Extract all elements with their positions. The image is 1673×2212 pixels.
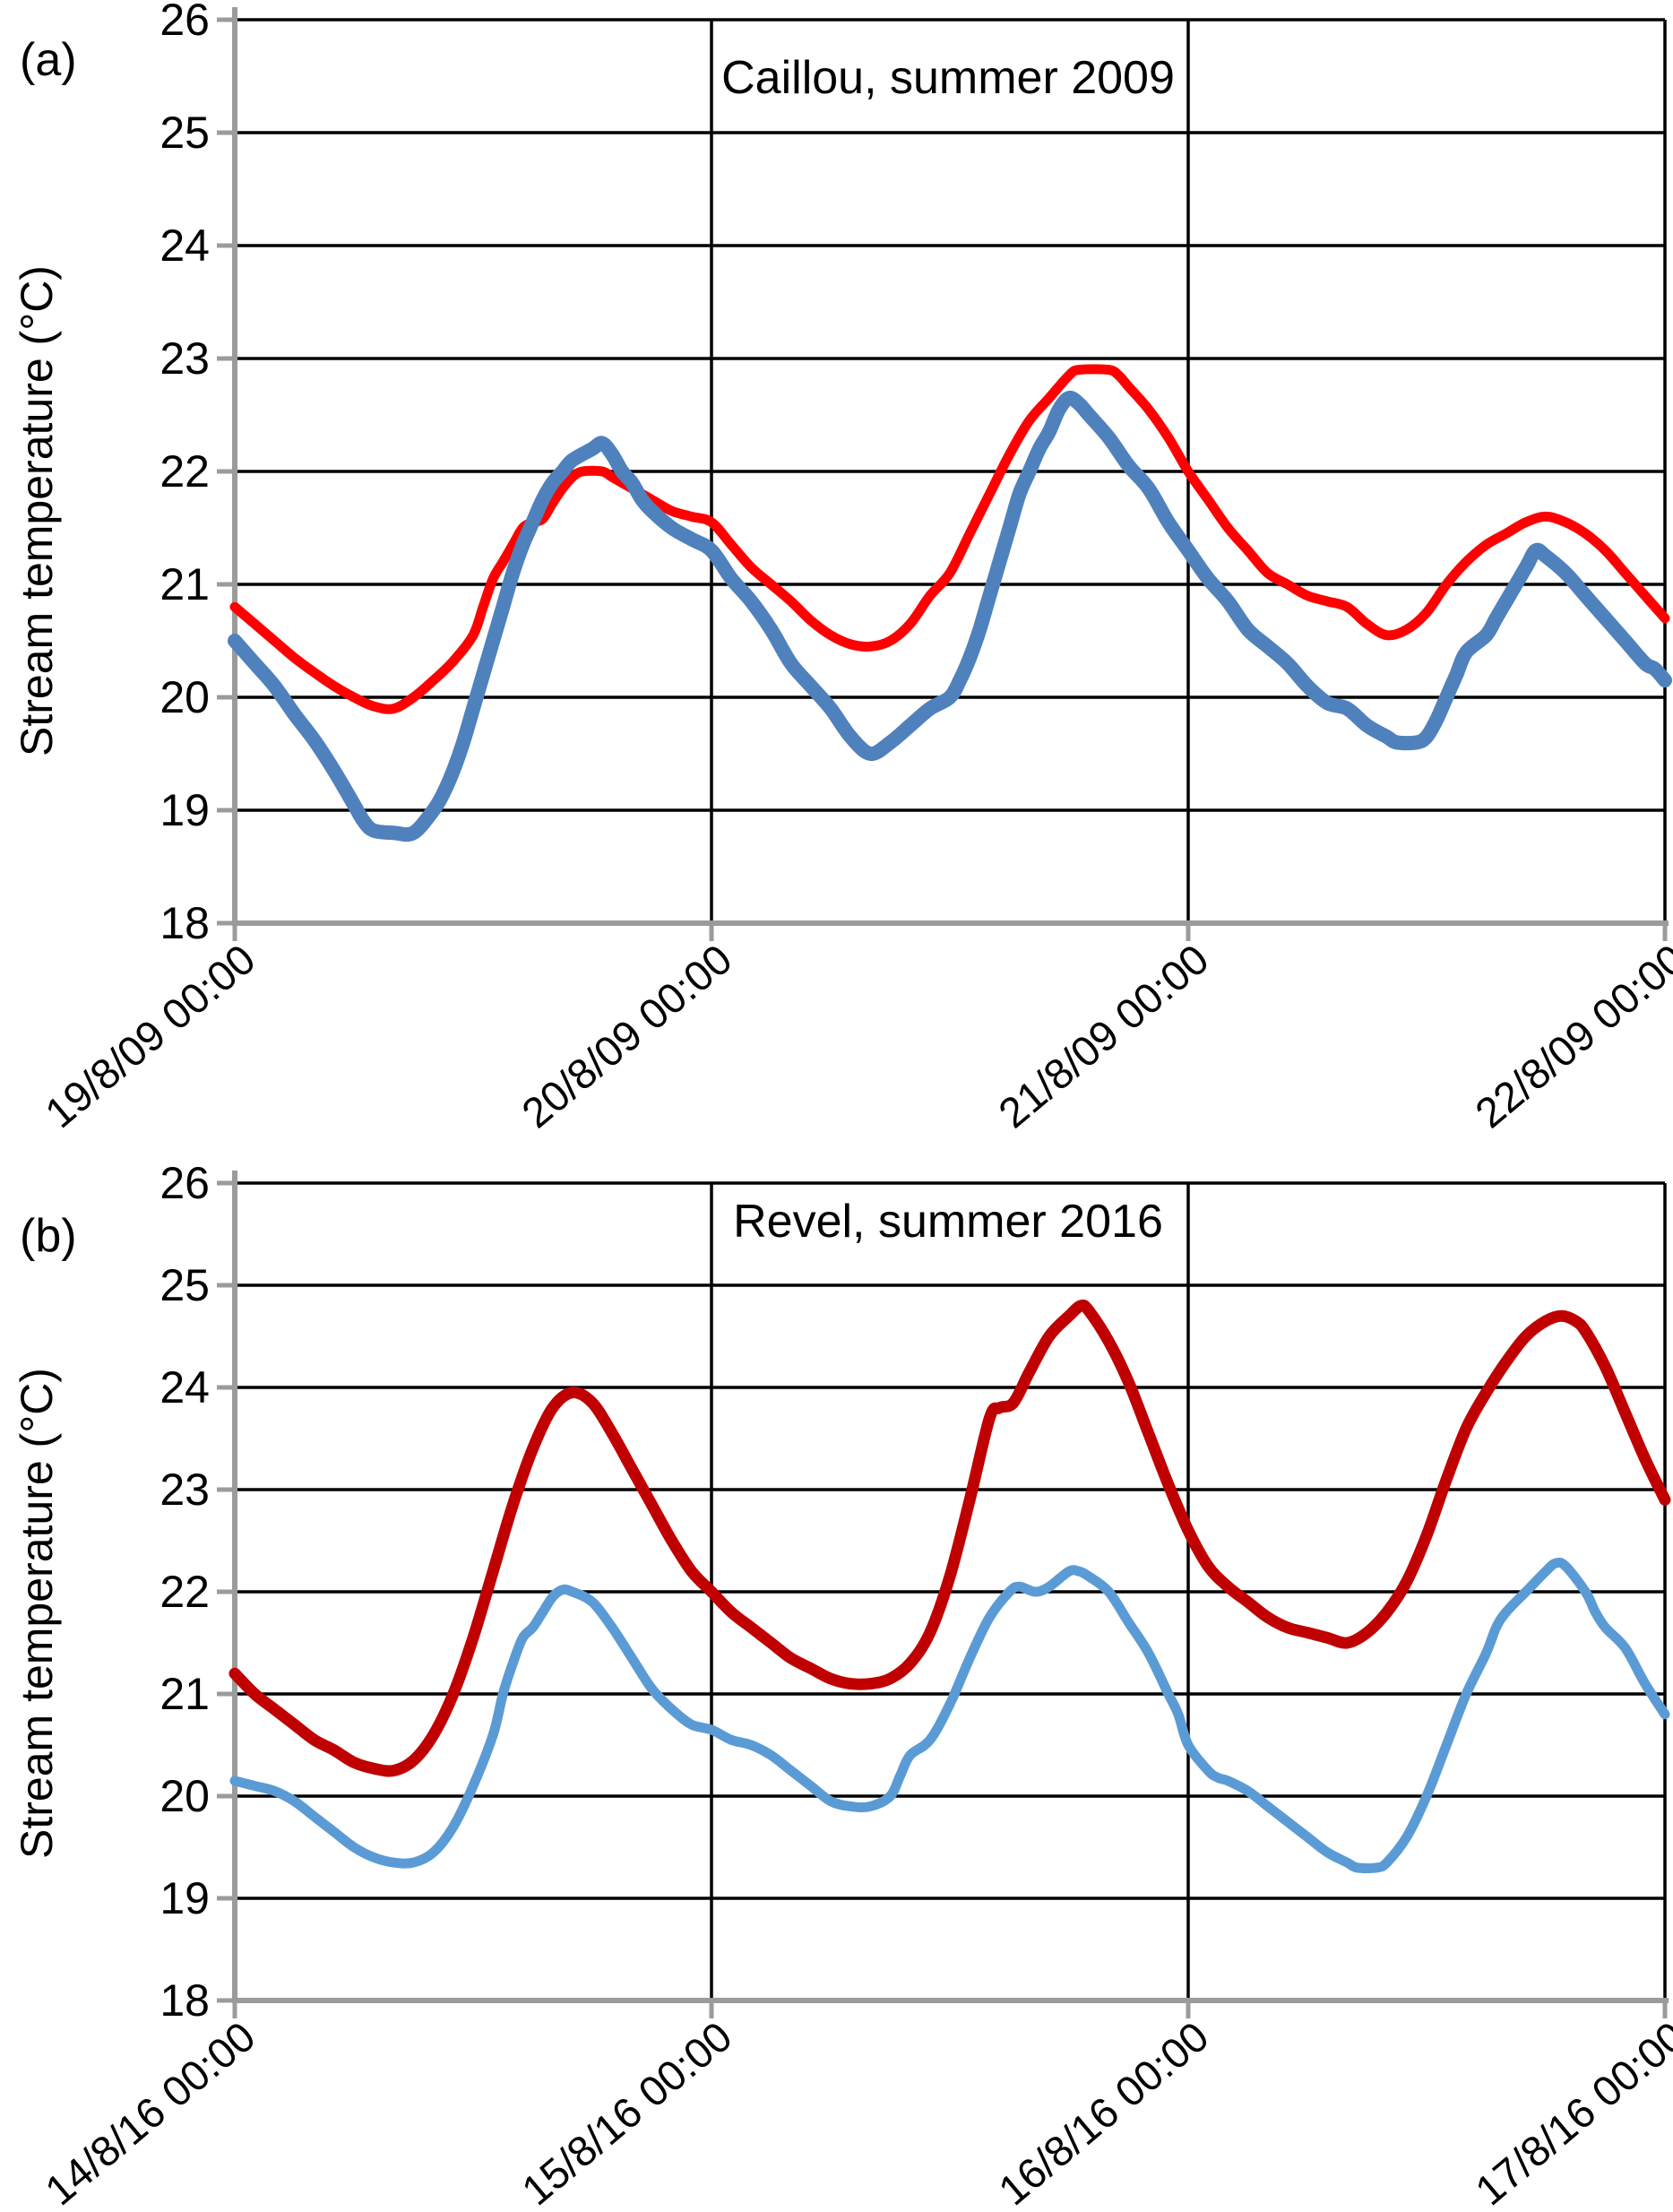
series-blue-path	[229, 1557, 1670, 1873]
y-tick-label: 18	[160, 898, 210, 948]
panel-a-title: Caillou, summer 2009	[721, 52, 1175, 104]
y-tick-label: 23	[160, 333, 210, 384]
y-tick-label: 23	[160, 1465, 210, 1515]
y-tick-label: 20	[160, 1771, 210, 1821]
y-tick-label: 25	[160, 108, 210, 158]
panel-a-label: (a)	[20, 34, 77, 86]
x-tick-label: 19/8/09 00:00	[36, 935, 263, 1136]
series-red-path	[229, 364, 1670, 714]
y-tick-label: 25	[160, 1260, 210, 1310]
panel-b-y-axis-title: Stream temperature (°C)	[12, 1368, 62, 1859]
panel-b: 18 19 20 21 22 23 24 25 26 14/8/16 00:00 15/8/16 0…	[36, 1158, 1673, 2212]
y-tick-label: 22	[160, 1567, 210, 1617]
y-tick-label: 19	[160, 1873, 210, 1923]
y-tick-label: 24	[160, 220, 210, 271]
y-tick-label: 19	[160, 785, 210, 835]
panel-a-y-axis-title: Stream temperature (°C)	[12, 265, 62, 756]
panel-b-label: (b)	[20, 1210, 77, 1262]
x-tick-label: 20/8/09 00:00	[513, 935, 740, 1136]
y-tick-label: 21	[160, 1669, 210, 1719]
y-tick-label: 20	[160, 672, 210, 722]
y-tick-label: 21	[160, 559, 210, 609]
y-tick-label: 26	[160, 0, 210, 45]
x-tick-label: 17/8/16 00:00	[1466, 2012, 1673, 2212]
y-tick-label: 18	[160, 1975, 210, 2026]
y-tick-label: 26	[160, 1158, 210, 1208]
x-tick-label: 16/8/16 00:00	[989, 2012, 1217, 2212]
series-red-path	[229, 1299, 1671, 1777]
panel-b-title: Revel, summer 2016	[733, 1196, 1163, 1248]
series-blue-path	[228, 390, 1672, 842]
x-tick-label: 22/8/09 00:00	[1466, 935, 1673, 1136]
x-tick-label: 15/8/16 00:00	[513, 2012, 740, 2212]
y-tick-label: 24	[160, 1362, 210, 1413]
y-tick-label: 22	[160, 446, 210, 497]
x-tick-label: 14/8/16 00:00	[36, 2012, 263, 2212]
x-tick-label: 21/8/09 00:00	[989, 935, 1217, 1136]
panel-a: 18 19 20 21 22 23 24 25 26 19/8/09 00:00 20/8/09 0…	[36, 0, 1673, 1136]
